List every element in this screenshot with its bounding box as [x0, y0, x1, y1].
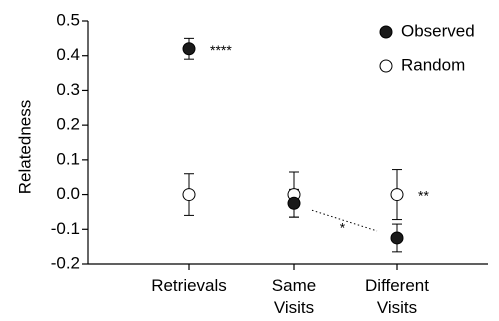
y-tick-label: 0.0 [56, 184, 80, 203]
y-tick-label: 0.2 [56, 115, 80, 134]
significance-connector [311, 209, 378, 232]
connectors [311, 209, 378, 232]
legend-label: Observed [401, 21, 475, 40]
observed-point [182, 42, 196, 56]
x-tick-label: Visits [377, 298, 417, 317]
y-tick-label: -0.1 [51, 219, 80, 238]
x-tick-label: Same [272, 276, 316, 295]
legend-label: Random [401, 55, 465, 74]
error-bars [184, 37, 402, 253]
significance-label: **** [210, 42, 232, 58]
significance-annotations: ******* [210, 42, 429, 236]
significance-label: ** [418, 188, 429, 204]
legend: Observed Random [379, 21, 475, 74]
data-points [182, 42, 404, 245]
y-axis-label: Relatedness [15, 100, 34, 195]
x-tick-label: Different [365, 276, 429, 295]
x-tick-label: Visits [274, 298, 314, 317]
y-tick-label: 0.5 [56, 10, 80, 29]
observed-point [287, 196, 301, 210]
axes: 0.5 0.4 0.3 0.2 0.1 0.0 -0.1 -0.2 Retrievals Same… [51, 10, 488, 317]
random-point [182, 188, 196, 202]
y-tick-label: 0.3 [56, 80, 80, 99]
x-tick-label: Retrievals [151, 276, 227, 295]
y-tick-label: -0.2 [51, 253, 80, 272]
observed-point [390, 231, 404, 245]
y-tick-label: 0.1 [56, 149, 80, 168]
significance-label: * [340, 220, 346, 236]
legend-observed-marker [379, 25, 393, 39]
y-tick-label: 0.4 [56, 45, 80, 64]
random-point [390, 188, 404, 202]
legend-random-marker [379, 59, 393, 73]
